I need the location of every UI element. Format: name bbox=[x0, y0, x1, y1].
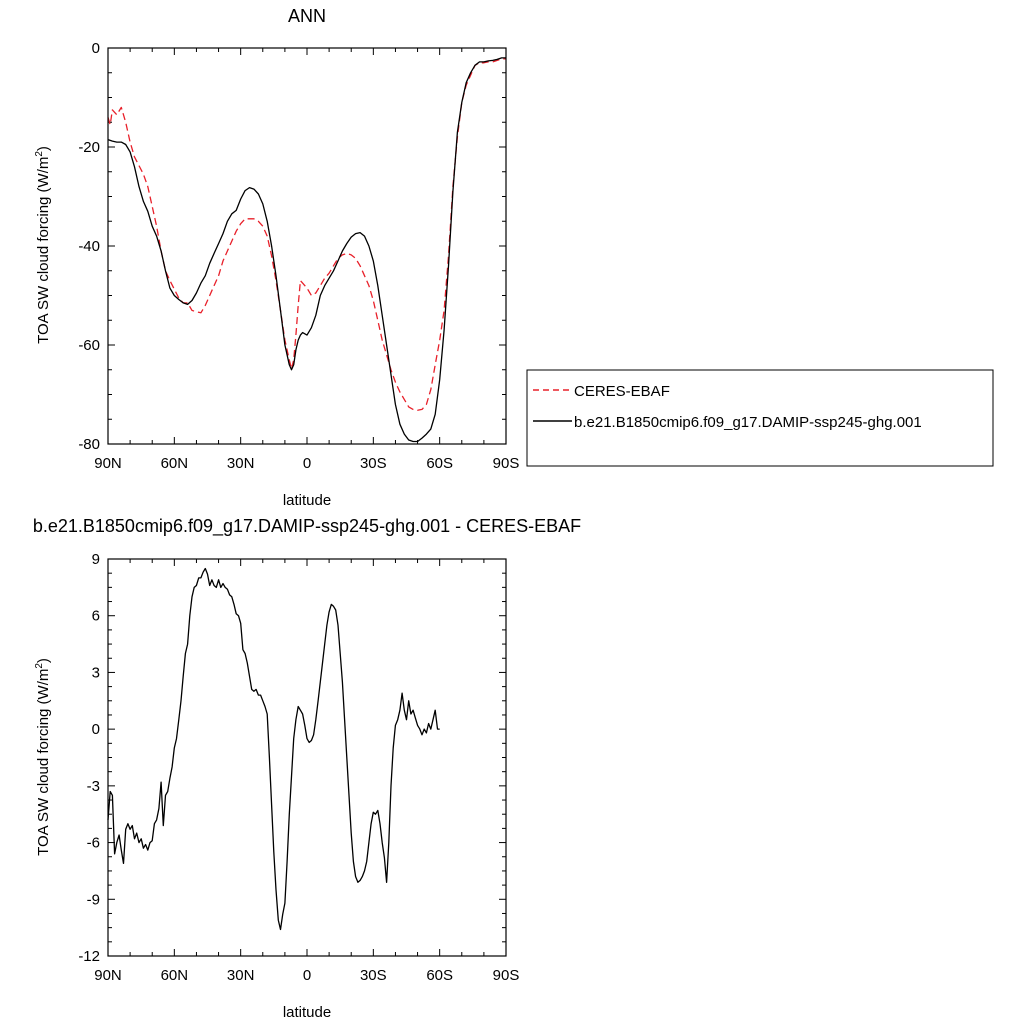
x-tick-label: 30S bbox=[360, 455, 387, 472]
top-panel: ANN TOA SW cloud forcing (W/m2) latitude… bbox=[34, 6, 994, 509]
y-label-close: ) bbox=[35, 658, 52, 663]
plot-lines bbox=[107, 57, 506, 443]
y-tick-label: 3 bbox=[92, 664, 100, 681]
axis-ticks: 90N 60N 30N 0 30S 60S 90S -80 -60 -40 -20 0 bbox=[78, 40, 519, 472]
y-label-superscript: 2 bbox=[34, 151, 45, 157]
y-tick-label: 9 bbox=[92, 551, 100, 568]
y-label-text: TOA SW cloud forcing (W/m bbox=[35, 669, 52, 856]
bottom-panel: b.e21.B1850cmip6.f09_g17.DAMIP-ssp245-gh… bbox=[33, 516, 581, 1021]
y-tick-label: 0 bbox=[92, 721, 100, 738]
series-line-1 bbox=[107, 58, 506, 411]
y-label-superscript: 2 bbox=[34, 663, 45, 669]
y-axis-label: TOA SW cloud forcing (W/m2) bbox=[34, 146, 52, 344]
y-tick-label: 6 bbox=[92, 608, 100, 625]
svg-text:TOA SW cloud forcing (W/m2): TOA SW cloud forcing (W/m2) bbox=[34, 658, 52, 856]
series-line-2 bbox=[107, 57, 506, 443]
series-line-1 bbox=[107, 567, 440, 931]
plot-frame bbox=[107, 47, 507, 445]
y-label-text: TOA SW cloud forcing (W/m bbox=[35, 157, 52, 344]
y-tick-label: -9 bbox=[87, 891, 100, 908]
x-tick-label: 0 bbox=[303, 967, 311, 984]
plot-lines bbox=[107, 567, 440, 931]
x-tick-label: 30N bbox=[227, 967, 255, 984]
x-tick-label: 90S bbox=[493, 455, 520, 472]
chart-title-difference: b.e21.B1850cmip6.f09_g17.DAMIP-ssp245-gh… bbox=[33, 516, 581, 537]
x-tick-label: 30S bbox=[360, 967, 387, 984]
axis-ticks: 90N 60N 30N 0 30S 60S 90S -12 -9 -6 -3 0 3 6 9 bbox=[78, 551, 519, 984]
y-tick-label: -40 bbox=[78, 238, 100, 255]
x-tick-label: 30N bbox=[227, 455, 255, 472]
x-axis-label: latitude bbox=[283, 1004, 331, 1021]
x-tick-label: 90S bbox=[493, 967, 520, 984]
x-tick-label: 60N bbox=[161, 455, 189, 472]
legend-label-ceres: CERES-EBAF bbox=[574, 383, 670, 400]
legend: CERES-EBAF b.e21.B1850cmip6.f09_g17.DAMI… bbox=[526, 369, 994, 467]
x-tick-label: 60S bbox=[426, 455, 453, 472]
y-tick-label: -12 bbox=[78, 948, 100, 965]
y-tick-label: -80 bbox=[78, 436, 100, 453]
y-label-close: ) bbox=[35, 146, 52, 151]
x-tick-label: 60S bbox=[426, 967, 453, 984]
x-tick-label: 90N bbox=[94, 455, 122, 472]
legend-label-model: b.e21.B1850cmip6.f09_g17.DAMIP-ssp245-gh… bbox=[574, 414, 922, 431]
plot-frame bbox=[107, 558, 507, 957]
y-tick-label: -60 bbox=[78, 337, 100, 354]
y-tick-label: -20 bbox=[78, 139, 100, 156]
legend-box bbox=[526, 369, 994, 467]
x-tick-label: 90N bbox=[94, 967, 122, 984]
chart-title-ann: ANN bbox=[288, 6, 326, 26]
x-tick-label: 0 bbox=[303, 455, 311, 472]
x-tick-label: 60N bbox=[161, 967, 189, 984]
x-axis-label: latitude bbox=[283, 492, 331, 509]
svg-text:TOA SW cloud forcing (W/m2): TOA SW cloud forcing (W/m2) bbox=[34, 146, 52, 344]
y-tick-label: -3 bbox=[87, 778, 100, 795]
y-axis-label: TOA SW cloud forcing (W/m2) bbox=[34, 658, 52, 856]
y-tick-label: -6 bbox=[87, 835, 100, 852]
y-tick-label: 0 bbox=[92, 40, 100, 57]
